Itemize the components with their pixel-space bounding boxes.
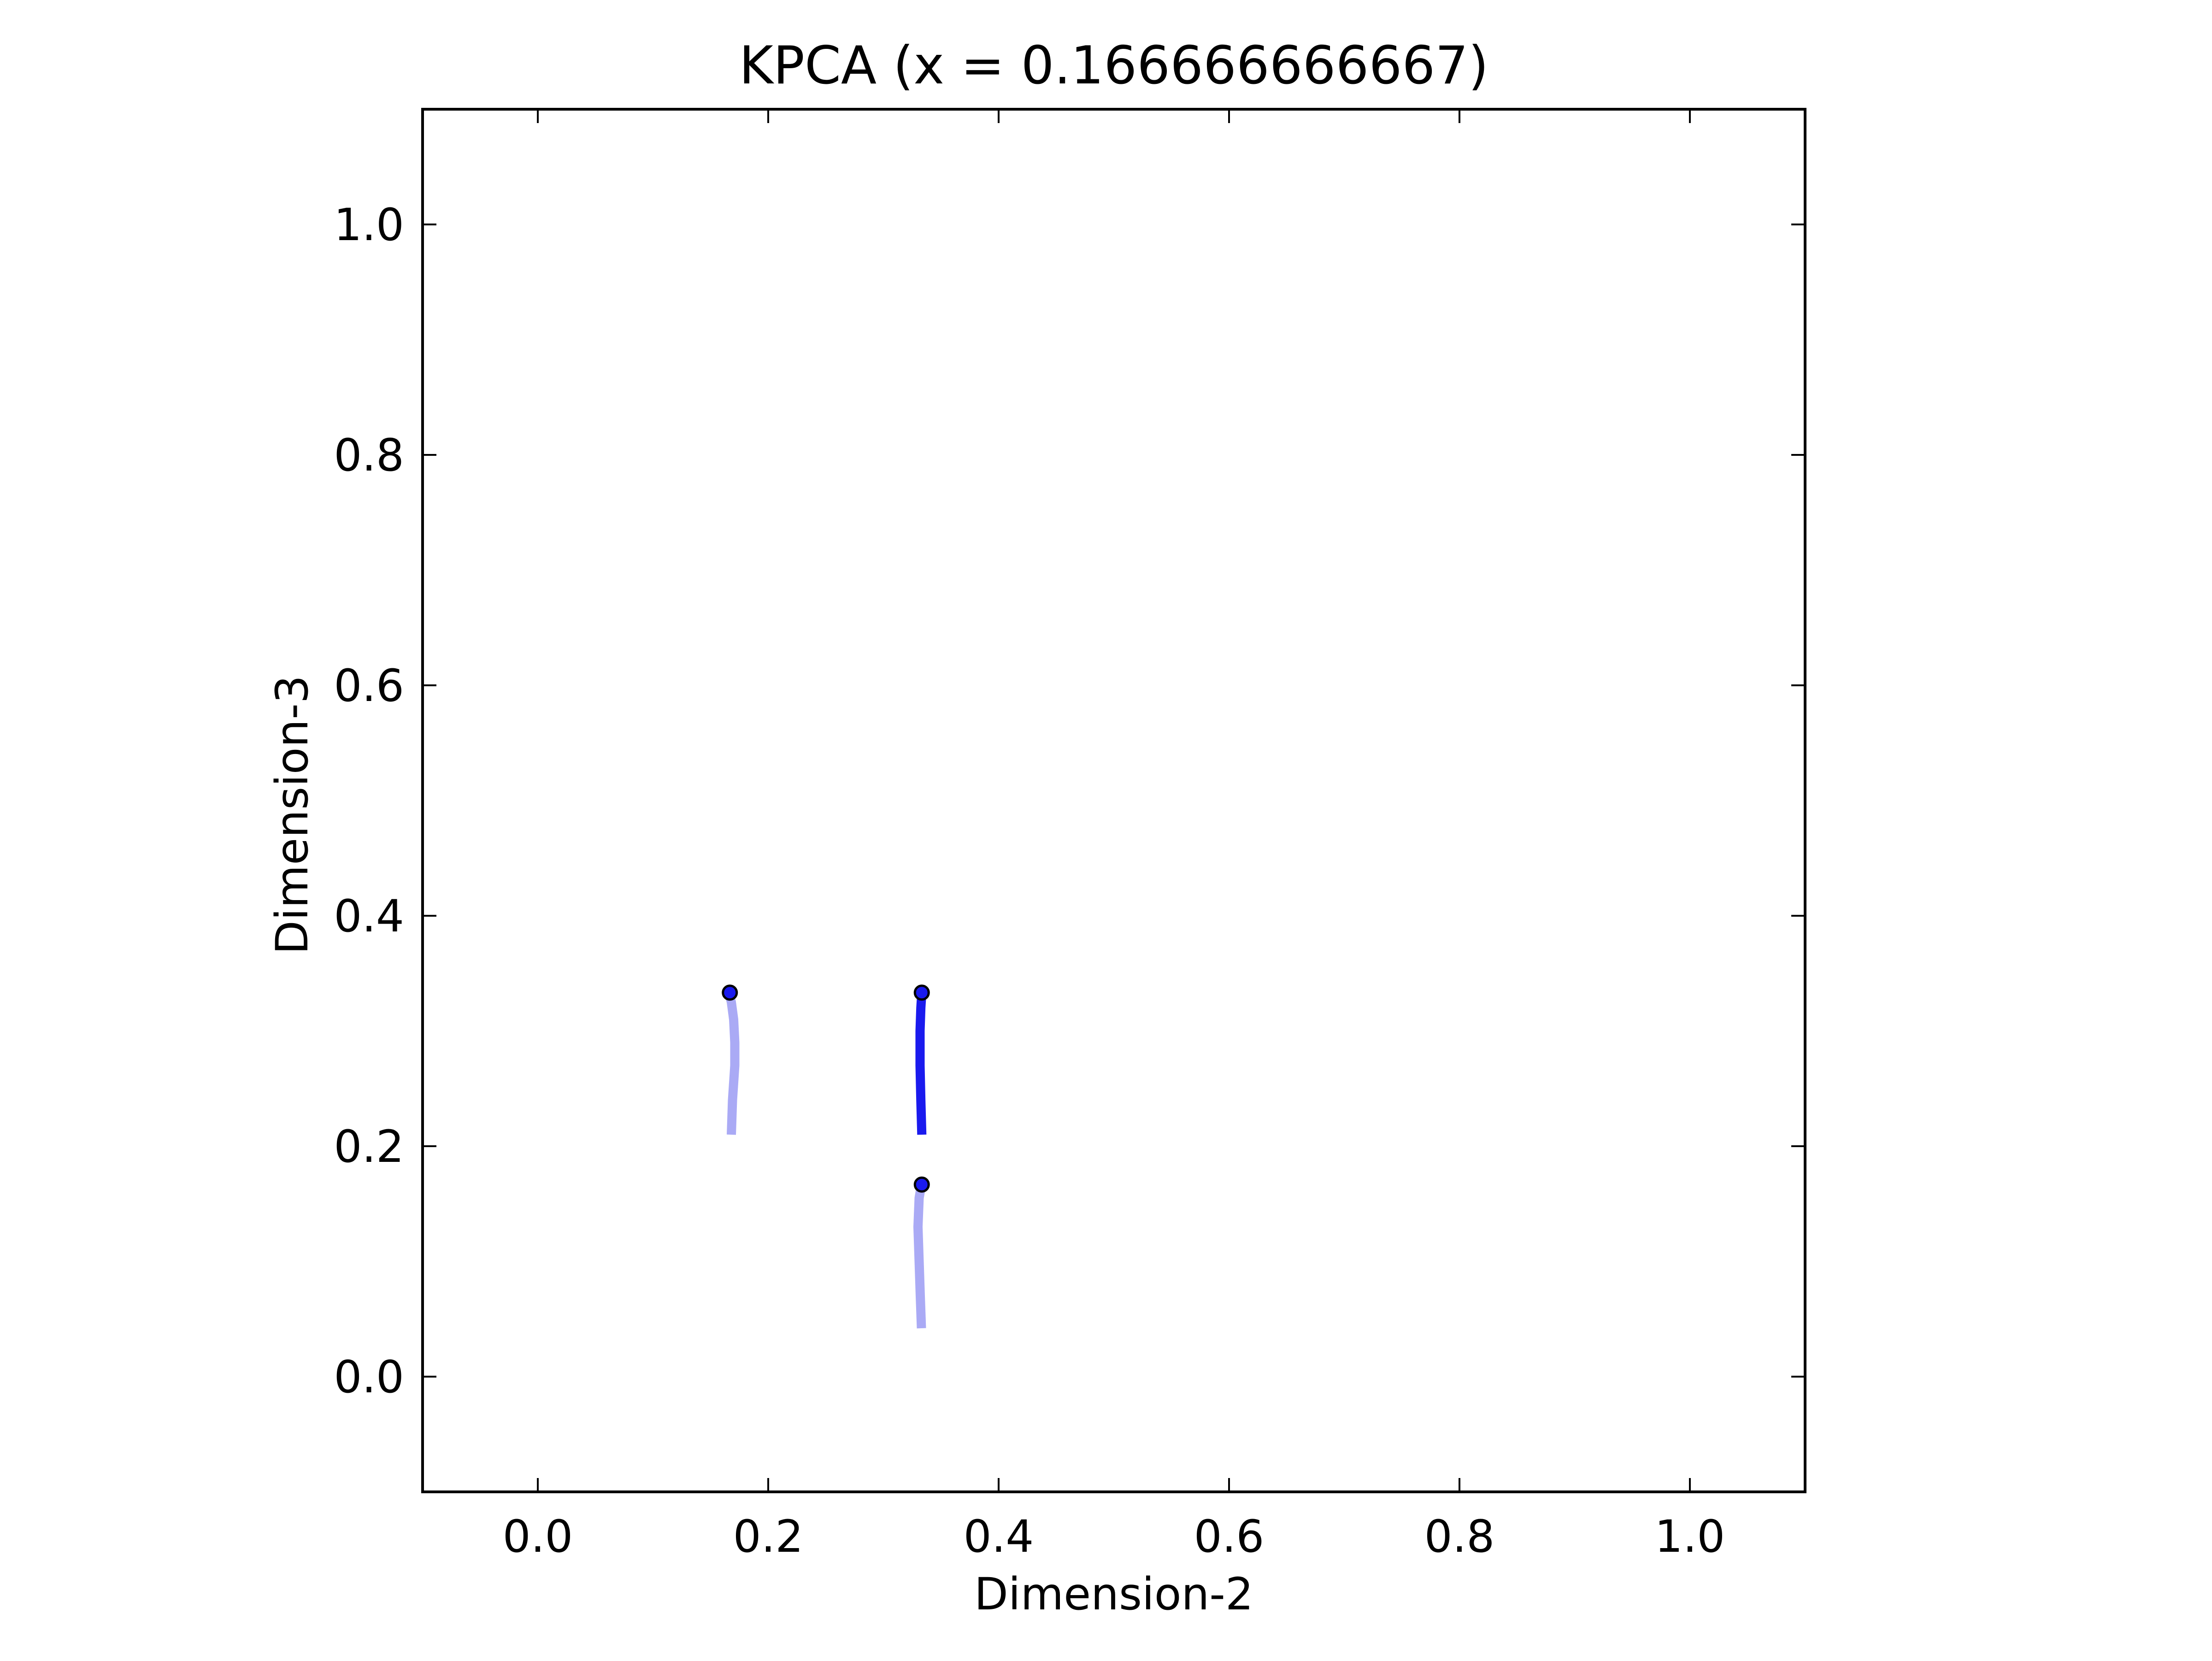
y-tick-label: 0.0 bbox=[334, 1351, 404, 1403]
y-axis-label: Dimension-3 bbox=[266, 675, 318, 954]
x-tick-label: 1.0 bbox=[1655, 1511, 1725, 1562]
series-line-1 bbox=[724, 992, 740, 1135]
series-line-2 bbox=[915, 992, 927, 1135]
y-tick-label: 0.8 bbox=[334, 430, 404, 481]
tick-layer: 0.0 0.2 0.4 0.6 0.8 1.0 0.0 0.2 0.4 0.6 0.8 1.0 bbox=[334, 109, 1805, 1562]
y-tick-label: 0.4 bbox=[334, 890, 404, 942]
series-line-3 bbox=[913, 1184, 926, 1329]
y-tick-label: 0.2 bbox=[334, 1121, 404, 1172]
x-axis-label: Dimension-2 bbox=[974, 1568, 1253, 1620]
x-tick-label: 0.4 bbox=[964, 1511, 1034, 1562]
series-point-1 bbox=[722, 984, 738, 1001]
plot-layer bbox=[722, 984, 930, 1329]
chart-title: KPCA (x = 0.166666666667) bbox=[739, 35, 1488, 96]
plot-frame bbox=[421, 108, 1806, 1493]
series-point-3 bbox=[913, 1176, 930, 1193]
y-tick-label: 0.6 bbox=[334, 660, 404, 712]
x-tick-label: 0.6 bbox=[1194, 1511, 1265, 1562]
y-tick-label: 1.0 bbox=[334, 199, 404, 251]
series-point-2 bbox=[913, 984, 930, 1001]
x-tick-label: 0.0 bbox=[503, 1511, 573, 1562]
x-tick-label: 0.2 bbox=[733, 1511, 804, 1562]
x-tick-label: 0.8 bbox=[1424, 1511, 1495, 1562]
